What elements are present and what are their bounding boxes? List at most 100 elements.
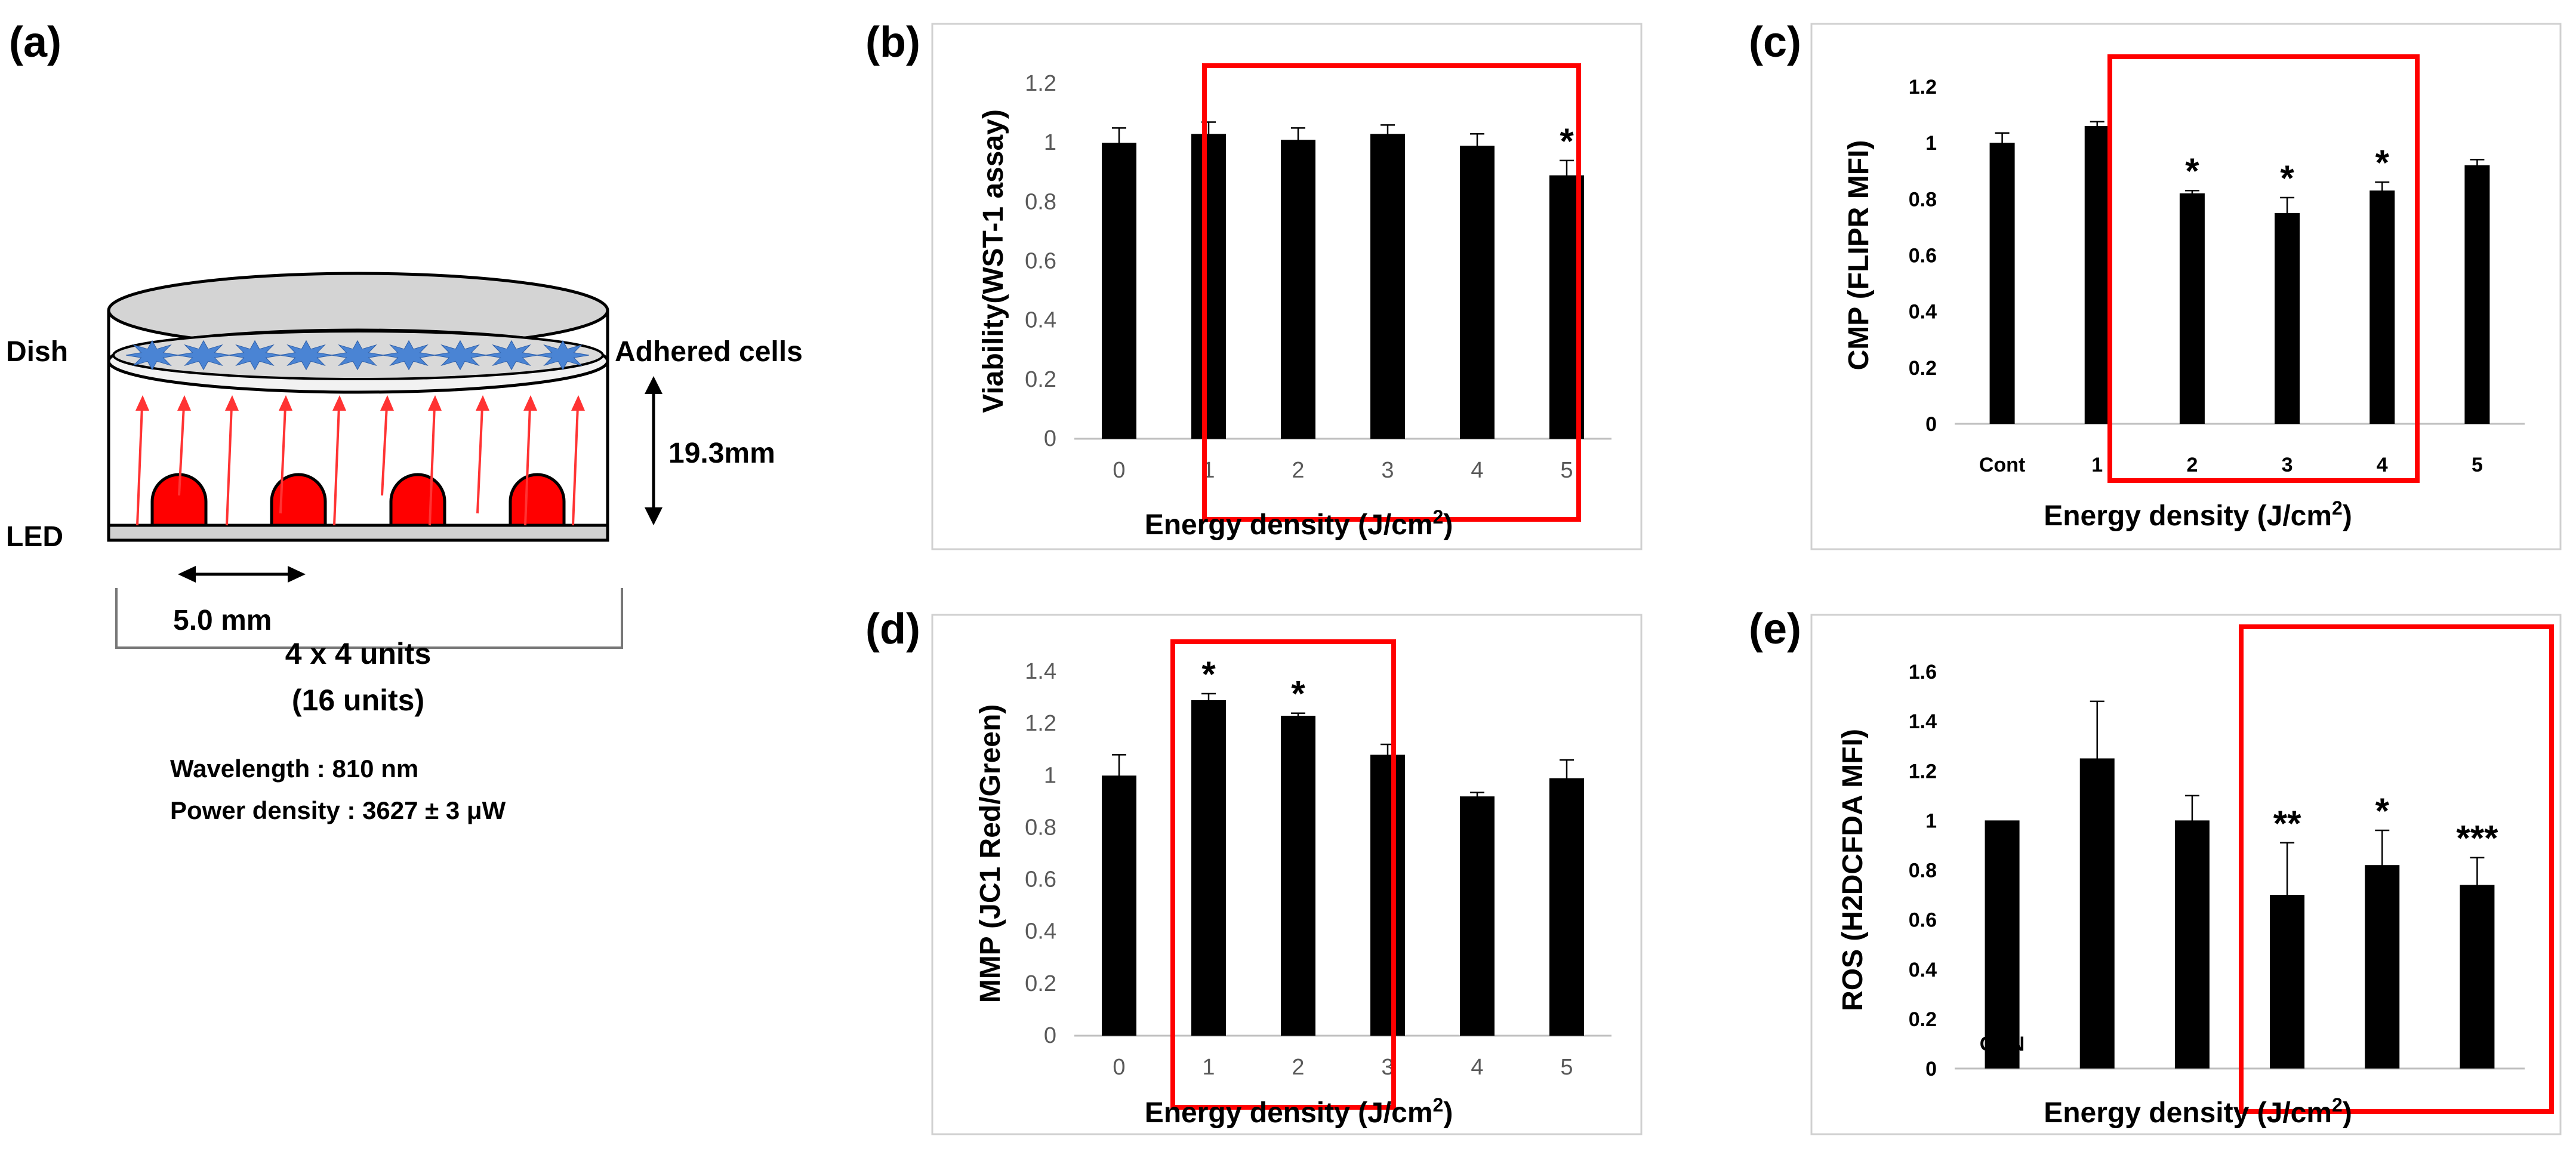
significance-marker: * — [1560, 121, 1574, 161]
x-axis-label-main: Energy density (J/cm — [1145, 509, 1433, 541]
x-axis-label: Energy density (J/cm2) — [1145, 1094, 1453, 1129]
cell-shape — [331, 340, 384, 371]
light-arrow — [572, 405, 579, 526]
x-axis-label-sup: 2 — [1433, 1094, 1444, 1116]
light-arrow-head — [428, 395, 442, 411]
y-axis-label: Viability(WST-1 assay) — [978, 109, 1009, 413]
bar-e-con — [1985, 820, 2020, 1069]
highlight-box — [2239, 624, 2554, 1114]
adhered-cells-group — [125, 340, 590, 371]
x-tick-label: 1 — [2091, 1033, 2103, 1055]
bar-b-4 — [1460, 146, 1495, 439]
x-axis-label: Energy density (J/cm2) — [2044, 1094, 2352, 1129]
panel-label-d: (d) — [865, 605, 920, 653]
light-arrow-head — [571, 395, 585, 411]
light-arrow-head — [523, 395, 537, 411]
units-line1: 4 x 4 units — [285, 637, 432, 670]
significance-marker: *** — [2456, 818, 2498, 858]
cell-shape — [228, 340, 282, 371]
significance-marker: * — [2375, 791, 2390, 831]
light-arrows-group — [135, 395, 585, 526]
y-tick-label: 0.6 — [1909, 245, 1937, 267]
highlight-box — [1202, 63, 1581, 522]
y-tick-label: 0.2 — [1909, 357, 1937, 380]
chart-c-cmp: 0 0.2 0.4 0.6 0.8 1 1.2 Cont 1 2 * 3 * 4 * 5 CMP (FLIPR … — [1810, 23, 2562, 550]
x-axis-label-sup: 2 — [2332, 497, 2343, 519]
led-unit-4 — [509, 473, 566, 527]
x-axis-label-main: Energy density (J/cm — [1145, 1097, 1433, 1129]
cell-shape — [125, 340, 179, 371]
adhered-cells-label: Adhered cells — [615, 336, 803, 368]
x-tick-label: 5 — [1560, 458, 1573, 483]
bar-c-2 — [2179, 193, 2205, 424]
cell-shape — [177, 340, 230, 371]
bar-c-4 — [2369, 190, 2395, 424]
y-tick-label: 1 — [1044, 763, 1056, 788]
y-tick-label: 0.6 — [1025, 867, 1056, 892]
bar-c-5 — [2464, 165, 2490, 424]
x-tick-label: 4 — [1471, 458, 1483, 483]
cell-shape — [433, 340, 487, 371]
light-arrow — [178, 405, 185, 496]
dish-label: Dish — [6, 336, 68, 368]
x-tick-label: 1 — [2091, 454, 2103, 476]
light-arrow-head — [177, 395, 191, 411]
light-arrow-head — [279, 395, 292, 411]
bar-d-5 — [1549, 778, 1584, 1036]
x-axis-label: Energy density (J/cm2) — [1145, 506, 1453, 541]
bar-d-3 — [1370, 755, 1405, 1036]
x-axis-label-main: Energy density (J/cm — [2044, 1097, 2332, 1129]
bar-c-3 — [2275, 213, 2300, 424]
y-axis-label: CMP (FLIPR MFI) — [1843, 140, 1875, 371]
y-tick-label: 0.4 — [1909, 959, 1937, 981]
x-axis-label-end: ) — [1443, 509, 1453, 541]
y-tick-label: 1 — [1925, 132, 1937, 155]
led-units-group — [150, 473, 566, 527]
panel-label-a: (a) — [9, 19, 61, 66]
y-tick-label: 0.2 — [1909, 1008, 1937, 1031]
x-tick-label: 5 — [1560, 1055, 1573, 1080]
chart-b-viability: 00.20.40.60.811.20 1 2 3 4 5*Viability(WST-1 … — [931, 23, 1643, 550]
x-axis-label-end: ) — [1443, 1097, 1453, 1129]
bar-b-1 — [1191, 134, 1226, 439]
x-tick-label: 4 — [2377, 1033, 2388, 1055]
x-tick-label: 4 — [2377, 454, 2388, 476]
y-tick-label: 1.4 — [1909, 710, 1937, 733]
light-arrow — [381, 405, 388, 496]
spacing-arrow-head-right — [288, 566, 306, 583]
bar-b-3 — [1370, 134, 1405, 439]
y-tick-label: 0 — [1925, 413, 1937, 436]
led-unit-2 — [270, 473, 327, 527]
y-tick-label: 1.2 — [1909, 760, 1937, 783]
distance-label: 19.3mm — [668, 438, 775, 469]
bar-b-0 — [1102, 143, 1136, 439]
light-arrow — [279, 405, 286, 514]
power-density-label: Power density : 3627 ± 3 μW — [170, 796, 506, 824]
x-tick-label: 0 — [1113, 458, 1125, 483]
panel-label-c: (c) — [1749, 19, 1801, 66]
bar-c-cont — [1989, 143, 2015, 424]
x-tick-label: 2 — [2186, 1033, 2198, 1055]
x-tick-label: 3 — [2282, 454, 2293, 476]
panel-label-b: (b) — [865, 19, 920, 66]
y-tick-label: 1.2 — [1025, 71, 1056, 96]
panel-label-e: (e) — [1749, 605, 1801, 653]
x-tick-label: 3 — [1381, 458, 1394, 483]
led-label: LED — [6, 521, 63, 553]
x-tick-label: 2 — [1292, 458, 1304, 483]
distance-arrow-head-bottom — [645, 507, 663, 525]
y-tick-label: 0 — [1044, 1023, 1056, 1048]
led-board — [107, 524, 609, 542]
y-tick-label: 0 — [1044, 426, 1056, 451]
y-tick-label: 0.2 — [1025, 971, 1056, 996]
light-arrow-head — [476, 395, 489, 411]
y-tick-label: 0.4 — [1025, 308, 1056, 333]
significance-marker: * — [1291, 674, 1305, 714]
x-axis-label-sup: 2 — [1433, 506, 1444, 528]
spacing-arrow-head-left — [178, 566, 196, 583]
significance-marker: ** — [2273, 803, 2301, 843]
units-line2: (16 units) — [292, 683, 424, 717]
light-arrow-head — [135, 395, 149, 411]
significance-marker: * — [1201, 654, 1216, 694]
